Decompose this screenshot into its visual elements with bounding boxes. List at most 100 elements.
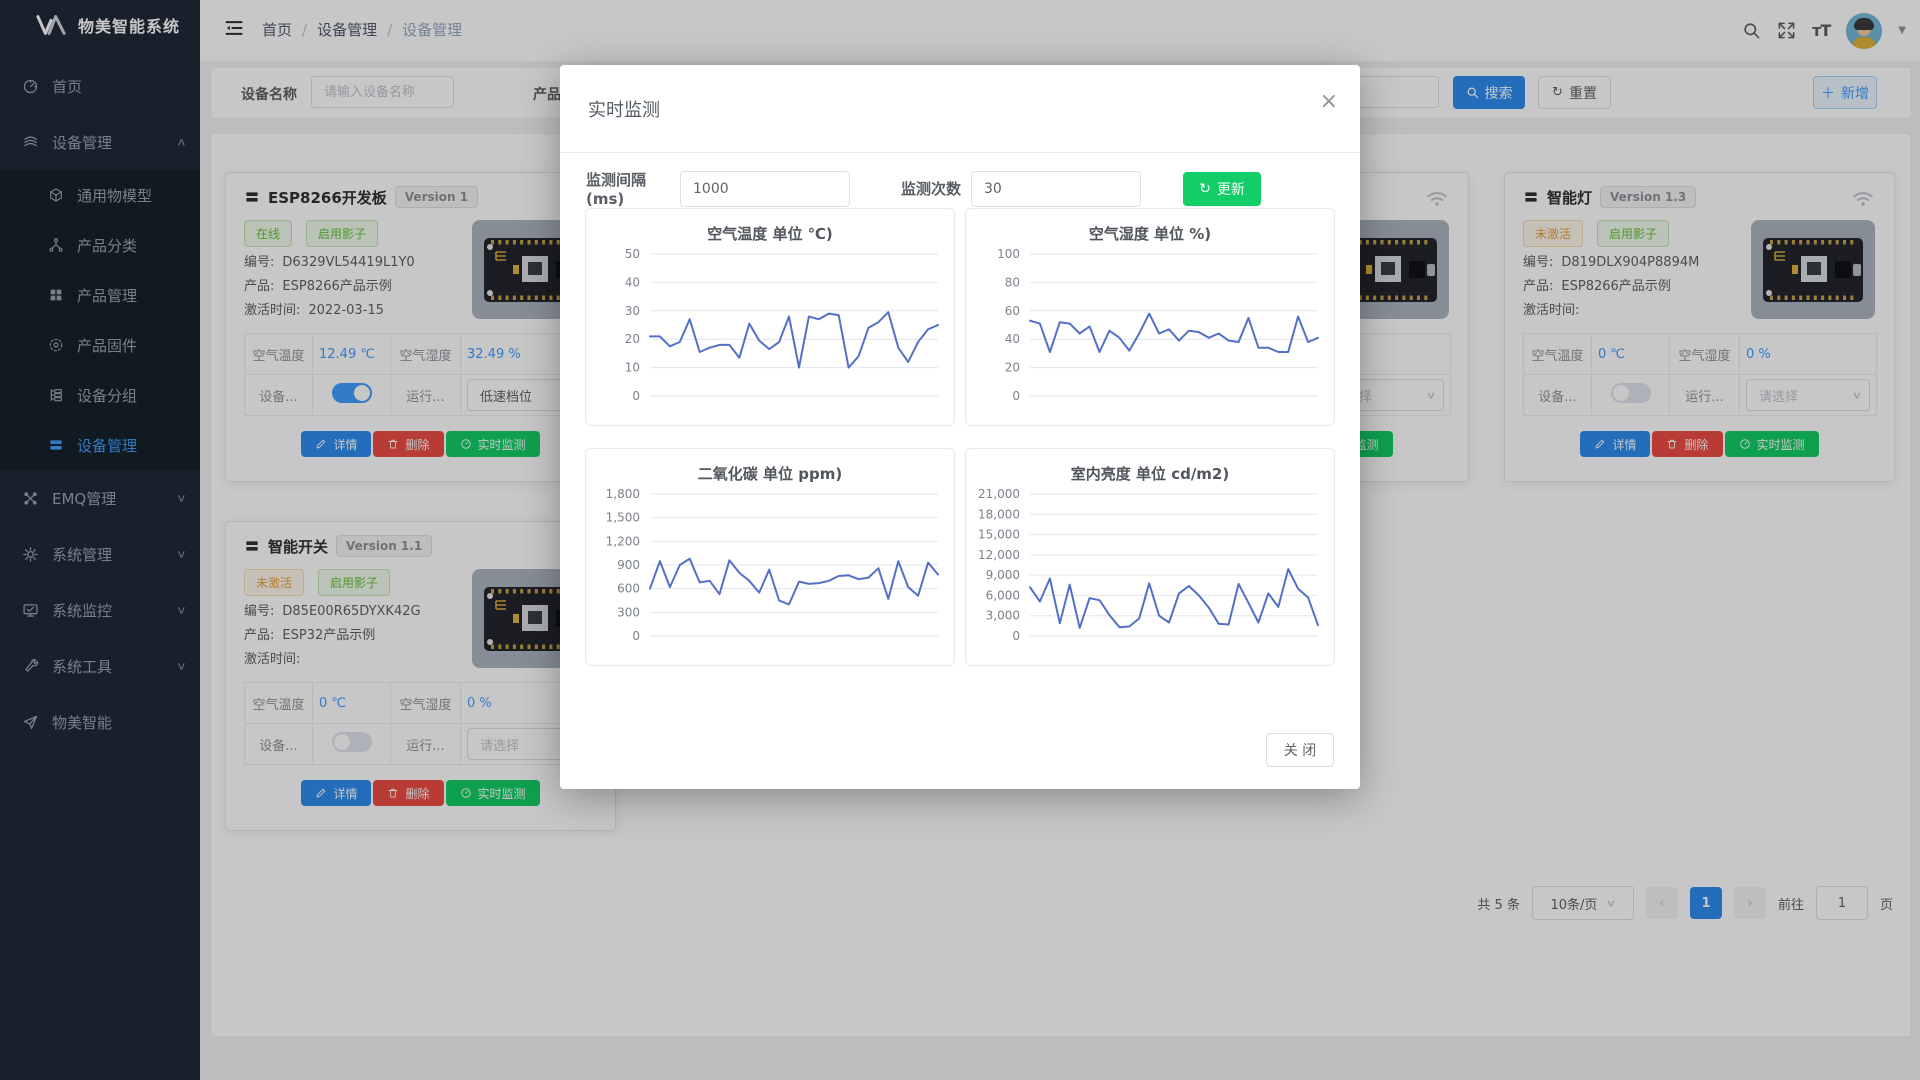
run-label: 运行... <box>1669 374 1740 416</box>
chart-title: 空气温度 单位 ℃) <box>707 225 833 243</box>
emq-icon <box>24 491 37 505</box>
collapse-sidebar-icon[interactable] <box>224 18 244 42</box>
send-icon <box>23 715 38 729</box>
device-info: 编号: D6329VL54419L1Y0 产品: ESP8266产品示例 激活时间: 20… <box>244 251 415 323</box>
device-switch-toggle[interactable] <box>1610 383 1651 403</box>
sidebar-item-0[interactable]: 首页 <box>0 58 200 114</box>
close-icon[interactable]: × <box>1319 89 1338 114</box>
device-no: 编号: D6329VL54419L1Y0 <box>244 255 415 270</box>
svg-text:0: 0 <box>632 629 640 643</box>
svg-text:3,000: 3,000 <box>986 609 1020 623</box>
breadcrumb-device-mgmt[interactable]: 设备管理 <box>317 21 378 39</box>
line-chart: 21,000 18,000 15,000 12,000 9,000 6,000 3,000 0 <box>978 488 1319 643</box>
device-card-title: 智能灯 Version 1.3 <box>1523 186 1697 208</box>
search-button[interactable]: 搜索 <box>1453 76 1525 109</box>
breadcrumb-home[interactable]: 首页 <box>262 21 293 39</box>
svg-text:9,000: 9,000 <box>986 568 1020 582</box>
sidebar-subitem-1[interactable]: 产品分类 <box>0 220 200 270</box>
sidebar-item-6[interactable]: 物美智能 <box>0 694 200 750</box>
font-size-icon[interactable]: тT <box>1812 21 1831 40</box>
next-page-button[interactable]: › <box>1733 887 1766 919</box>
device-board-image <box>1337 237 1437 302</box>
device-board-image <box>1763 237 1863 302</box>
close-button[interactable]: 关 闭 <box>1266 733 1334 767</box>
breadcrumb: 首页 / 设备管理 / 设备管理 <box>262 19 462 40</box>
monitor-button[interactable]: 实时监测 <box>445 780 540 806</box>
chevron-down-icon[interactable]: ▼ <box>1898 25 1906 36</box>
detail-button[interactable]: 详情 <box>301 780 372 806</box>
sidebar-subitem-3[interactable]: 产品固件 <box>0 320 200 370</box>
add-button[interactable]: ＋ 新增 <box>1813 76 1877 109</box>
monitor-button[interactable]: 实时监测 <box>1724 431 1819 457</box>
delete-button[interactable]: 删除 <box>373 431 444 457</box>
gauge-icon <box>460 788 471 798</box>
server-icon <box>246 192 258 202</box>
status-badge: 启用影子 <box>1597 220 1670 247</box>
current-page[interactable]: 1 <box>1689 887 1722 919</box>
count-input[interactable] <box>971 170 1141 207</box>
reset-button[interactable]: ↻ 重置 <box>1538 76 1611 109</box>
svg-text:0: 0 <box>1012 389 1020 403</box>
version-badge: Version 1.3 <box>1600 186 1697 208</box>
delete-button[interactable]: 删除 <box>373 780 444 806</box>
wifi-icon <box>1424 185 1450 215</box>
delete-button[interactable]: 删除 <box>1652 431 1723 457</box>
sidebar-item-1[interactable]: 设备管理 ∧ <box>0 114 200 170</box>
sidebar-item-3[interactable]: 系统管理 ∨ <box>0 526 200 582</box>
sidebar-item-5[interactable]: 系统工具 ∨ <box>0 638 200 694</box>
wifi-icon <box>1853 192 1873 206</box>
category-icon <box>49 238 63 252</box>
device-tags: 未激活 启用影子 <box>1523 220 1670 247</box>
app-title: 物美智能系统 <box>78 17 181 36</box>
svg-text:900: 900 <box>617 558 640 572</box>
sidebar-submenu: 通用物模型 产品分类 产品管理 产品固件 设备分组 设备管理 <box>0 170 200 470</box>
gauge-icon <box>460 439 471 449</box>
run-mode-select[interactable]: 请选择∨ <box>1746 379 1870 411</box>
update-button[interactable]: ↻ 更新 <box>1183 171 1261 206</box>
page-size-select[interactable]: 10条/页 ∨ <box>1531 886 1634 920</box>
avatar[interactable] <box>1846 12 1883 49</box>
detail-button[interactable]: 详情 <box>1580 431 1651 457</box>
sidebar-subitem-0[interactable]: 通用物模型 <box>0 170 200 220</box>
chevron-down-icon: ∨ <box>176 491 187 505</box>
svg-text:40: 40 <box>1005 332 1020 346</box>
refresh-icon: ↻ <box>1552 85 1563 100</box>
search-icon[interactable] <box>1742 21 1761 40</box>
sidebar-subitem-4[interactable]: 设备分组 <box>0 370 200 420</box>
charts-grid: 空气温度 单位 ℃) 50 40 30 20 10 0 空气湿度 单位 %) 100 80 60 40… <box>585 208 1335 666</box>
modal-header: 实时监测 <box>560 65 1360 153</box>
refresh-icon: ↻ <box>1199 180 1211 197</box>
device-name-input[interactable] <box>311 76 454 108</box>
svg-text:20: 20 <box>1005 361 1020 375</box>
breadcrumb-current: 设备管理 <box>402 21 463 39</box>
trash-icon <box>1668 439 1677 449</box>
device-name: ESP8266开发板 <box>268 188 387 207</box>
temp-value: 0 ℃ <box>1591 333 1670 375</box>
svg-text:0: 0 <box>632 389 640 403</box>
device-switch-toggle[interactable] <box>331 383 372 403</box>
device-product: 产品: ESP32产品示例 <box>244 628 376 643</box>
status-badge: 未激活 <box>244 569 305 596</box>
svg-text:100: 100 <box>997 248 1020 261</box>
fullscreen-icon[interactable] <box>1777 21 1796 40</box>
interval-input[interactable] <box>680 170 850 207</box>
svg-text:18,000: 18,000 <box>978 507 1020 521</box>
sidebar-subitem-2[interactable]: 产品管理 <box>0 270 200 320</box>
monitor-button[interactable]: 实时监测 <box>445 431 540 457</box>
device-switch-toggle[interactable] <box>331 732 372 752</box>
temp-label: 空气温度 <box>1523 333 1592 375</box>
breadcrumb-separator: / <box>387 20 393 39</box>
wifi-icon <box>1427 192 1447 206</box>
sidebar-subitem-5[interactable]: 设备管理 <box>0 420 200 470</box>
prev-page-button[interactable]: ‹ <box>1645 887 1678 919</box>
sidebar-item-2[interactable]: EMQ管理 ∨ <box>0 470 200 526</box>
goto-page-input[interactable] <box>1815 886 1868 920</box>
svg-text:60: 60 <box>1005 304 1020 318</box>
chevron-down-icon: ∨ <box>176 659 187 673</box>
trash-icon <box>389 788 398 798</box>
svg-text:300: 300 <box>617 605 640 619</box>
detail-button[interactable]: 详情 <box>301 431 372 457</box>
sidebar-item-4[interactable]: 系统监控 ∨ <box>0 582 200 638</box>
device-card-title: 智能开关 Version 1.1 <box>244 535 433 557</box>
